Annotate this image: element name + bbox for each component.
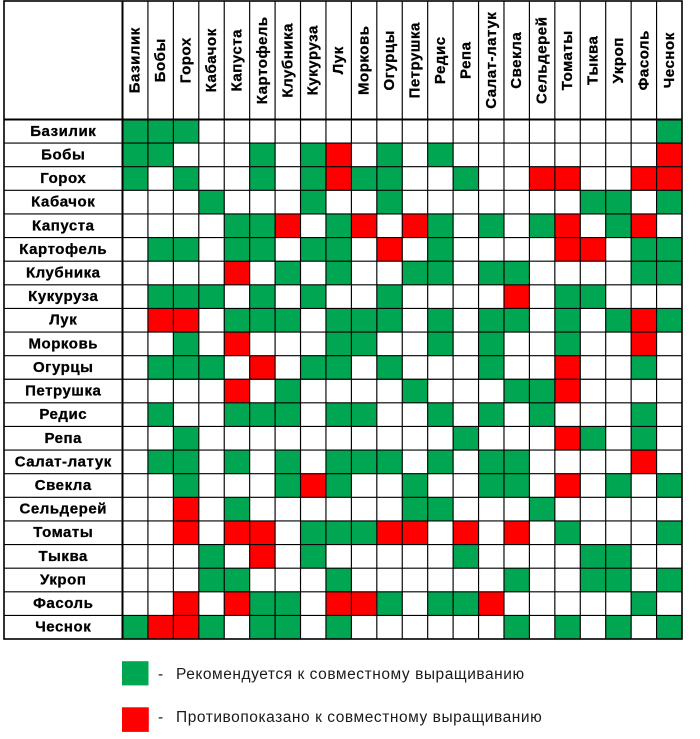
svg-text:Укроп: Укроп — [610, 37, 627, 83]
svg-text:Клубника: Клубника — [26, 264, 101, 281]
svg-text:Базилик: Базилик — [30, 123, 96, 140]
svg-text:Базилик: Базилик — [127, 27, 144, 93]
svg-text:Редис: Редис — [432, 36, 449, 84]
svg-text:Сельдерей: Сельдерей — [534, 17, 551, 104]
svg-text:Клубника: Клубника — [279, 23, 296, 98]
svg-text:Томаты: Томаты — [33, 524, 93, 541]
svg-text:Редис: Редис — [39, 406, 87, 423]
svg-text:Лук: Лук — [330, 46, 347, 74]
svg-text:Кабачок: Кабачок — [203, 28, 220, 92]
svg-text:Петрушка: Петрушка — [406, 22, 423, 98]
svg-text:Тыква: Тыква — [39, 548, 89, 565]
svg-text:Морковь: Морковь — [28, 335, 98, 352]
svg-text:Тыква: Тыква — [584, 35, 601, 85]
svg-text:-: - — [158, 709, 164, 726]
svg-text:Укроп: Укроп — [40, 571, 86, 588]
svg-text:Горох: Горох — [178, 37, 195, 83]
svg-text:Картофель: Картофель — [254, 16, 271, 104]
svg-text:Салат-латук: Салат-латук — [483, 12, 500, 109]
svg-text:Рекомендуется к совместному вы: Рекомендуется к совместному выращиванию — [176, 666, 525, 683]
svg-text:Свекла: Свекла — [35, 477, 92, 494]
svg-text:Горох: Горох — [40, 170, 86, 187]
svg-text:Кабачок: Кабачок — [31, 194, 95, 211]
svg-text:Бобы: Бобы — [41, 146, 85, 163]
svg-text:Салат-латук: Салат-латук — [15, 453, 112, 470]
svg-text:Сельдерей: Сельдерей — [20, 501, 107, 518]
svg-text:Чеснок: Чеснок — [35, 619, 91, 636]
svg-text:Томаты: Томаты — [559, 30, 576, 90]
svg-text:-: - — [158, 666, 164, 683]
svg-text:Репа: Репа — [44, 430, 82, 447]
svg-text:Чеснок: Чеснок — [661, 32, 678, 88]
svg-text:Свекла: Свекла — [508, 32, 525, 89]
svg-text:Морковь: Морковь — [356, 25, 373, 95]
svg-text:Огурцы: Огурцы — [33, 359, 94, 376]
svg-text:Картофель: Картофель — [19, 241, 107, 258]
svg-text:Бобы: Бобы — [152, 38, 169, 82]
svg-text:Лук: Лук — [49, 312, 77, 329]
svg-text:Петрушка: Петрушка — [25, 383, 101, 400]
svg-text:Фасоль: Фасоль — [635, 30, 652, 90]
svg-text:Фасоль: Фасоль — [33, 595, 93, 612]
svg-text:Огурцы: Огурцы — [381, 30, 398, 91]
svg-text:Противопоказано к совместному: Противопоказано к совместному выращивани… — [176, 709, 542, 726]
svg-text:Кукуруза: Кукуруза — [28, 288, 98, 305]
svg-text:Капуста: Капуста — [32, 217, 95, 234]
svg-text:Капуста: Капуста — [228, 29, 245, 92]
svg-text:Кукуруза: Кукуруза — [305, 25, 322, 95]
svg-text:Репа: Репа — [457, 41, 474, 79]
